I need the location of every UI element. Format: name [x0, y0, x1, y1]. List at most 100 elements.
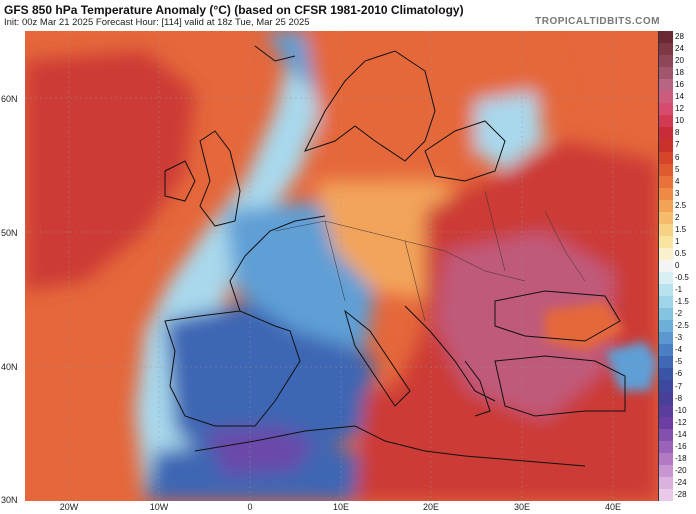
colorbar: [658, 31, 673, 502]
colorbar-label: -5: [675, 357, 683, 367]
colorbar-label: -7: [675, 381, 683, 391]
map-canvas: [25, 31, 658, 501]
colorbar-label: -1.5: [675, 297, 689, 307]
iberia-cold-region: [165, 301, 375, 471]
colorbar-label: 0: [675, 261, 680, 270]
colorbar-segment: [659, 103, 673, 116]
lat-label-60n: 60N: [1, 94, 18, 104]
brand-watermark: TROPICALTIDBITS.COM: [535, 16, 660, 27]
colorbar-segment: [659, 31, 673, 44]
colorbar-label: 28: [675, 32, 684, 42]
colorbar-segment: [659, 440, 673, 454]
colorbar-segment: [659, 428, 673, 442]
lon-label-10w: 10W: [149, 502, 169, 512]
colorbar-label: -6: [675, 369, 683, 379]
balkans-magenta: [435, 231, 615, 421]
colorbar-segment: [659, 272, 673, 285]
colorbar-label: 20: [675, 56, 684, 66]
lon-label-30e: 30E: [513, 502, 530, 512]
anomaly-map: [25, 31, 658, 501]
black-sea-coast: [494, 290, 621, 342]
colorbar-label: 8: [675, 128, 680, 138]
north-coast: [254, 45, 296, 62]
colorbar-label: -4: [675, 345, 683, 355]
colorbar-segment: [659, 368, 673, 381]
colorbar-label: -28: [675, 489, 687, 499]
colorbar-label: -2: [675, 309, 683, 319]
lon-label-20w: 20W: [59, 502, 79, 512]
colorbar-label: 4: [675, 176, 680, 186]
graticule: [25, 31, 658, 501]
lon-label-0: 0: [247, 502, 253, 512]
colorbar-segment: [659, 55, 673, 68]
colorbar-segment: [659, 43, 673, 56]
black-sea-warm: [545, 301, 625, 351]
colorbar-label: 1: [675, 236, 680, 246]
colorbar-segment: [659, 284, 673, 297]
colorbar-segment: [659, 404, 673, 418]
colorbar-segment: [659, 235, 673, 249]
colorbar-segment: [659, 344, 673, 357]
borders: [274, 190, 586, 322]
colorbar-segment: [659, 332, 673, 345]
colorbar-segment: [659, 452, 673, 466]
colorbar-label: 7: [675, 140, 680, 150]
colorbar-label: -10: [675, 405, 687, 415]
colorbar-label: 6: [675, 152, 680, 162]
colorbar-segment: [659, 115, 673, 128]
map-subtitle: Init: 00z Mar 21 2025 Forecast Hour: [11…: [4, 17, 310, 28]
colorbar-segment: [659, 187, 673, 201]
header: GFS 850 hPa Temperature Anomaly (°C) (ba…: [0, 0, 696, 30]
map-title: GFS 850 hPa Temperature Anomaly (°C) (ba…: [4, 3, 464, 17]
scandinavia-coast: [304, 50, 436, 162]
lat-label-50n: 50N: [1, 228, 18, 238]
lat-label-40n: 40N: [1, 362, 18, 372]
colorbar-label: -3: [675, 333, 683, 343]
colorbar-segment: [659, 223, 673, 237]
colorbar-segment: [659, 151, 673, 165]
france-coast: [229, 215, 326, 312]
balkan-coast: [404, 305, 496, 402]
colorbar-segment: [659, 67, 673, 80]
colorbar-segment: [659, 356, 673, 369]
colorbar-segment: [659, 380, 673, 394]
colorbar-label: 10: [675, 116, 684, 126]
colorbar-label: 2: [675, 212, 680, 222]
lat-label-30n: 30N: [1, 495, 18, 505]
lon-label-20e: 20E: [422, 502, 439, 512]
baltic-coast: [424, 120, 506, 182]
colorbar-segment: [659, 488, 673, 502]
colorbar-segment: [659, 296, 673, 309]
british-isles-coast: [199, 130, 241, 227]
colorbar-label: -0.5: [675, 273, 689, 283]
colorbar-segment: [659, 211, 673, 225]
colorbar-label: -18: [675, 453, 687, 463]
greece-coast: [464, 360, 491, 417]
colorbar-segment: [659, 79, 673, 92]
lon-label-10e: 10E: [332, 502, 349, 512]
colorbar-label: 14: [675, 92, 684, 102]
colorbar-segment: [659, 91, 673, 104]
colorbar-label: 24: [675, 44, 684, 54]
colorbar-label: 3: [675, 188, 680, 198]
purple-core-region: [205, 426, 315, 476]
colorbar-segment: [659, 139, 673, 152]
colorbar-segment: [659, 392, 673, 406]
ireland-coast: [164, 160, 196, 202]
colorbar-label: 12: [675, 104, 684, 114]
colorbar-segment: [659, 464, 673, 478]
colorbar-segment: [659, 127, 673, 140]
colorbar-label: -1: [675, 285, 683, 295]
colorbar-segment: [659, 308, 673, 321]
colorbar-label: 16: [675, 80, 684, 90]
colorbar-segment: [659, 476, 673, 490]
colorbar-segment: [659, 416, 673, 430]
colorbar-label: -20: [675, 465, 687, 475]
colorbar-segment: [659, 247, 673, 261]
colorbar-label: 2.5: [675, 200, 687, 210]
colorbar-segment: [659, 199, 673, 213]
colorbar-label: 5: [675, 164, 680, 174]
italy-coast: [344, 309, 411, 407]
colorbar-label: 18: [675, 68, 684, 78]
coastlines: [164, 45, 626, 467]
